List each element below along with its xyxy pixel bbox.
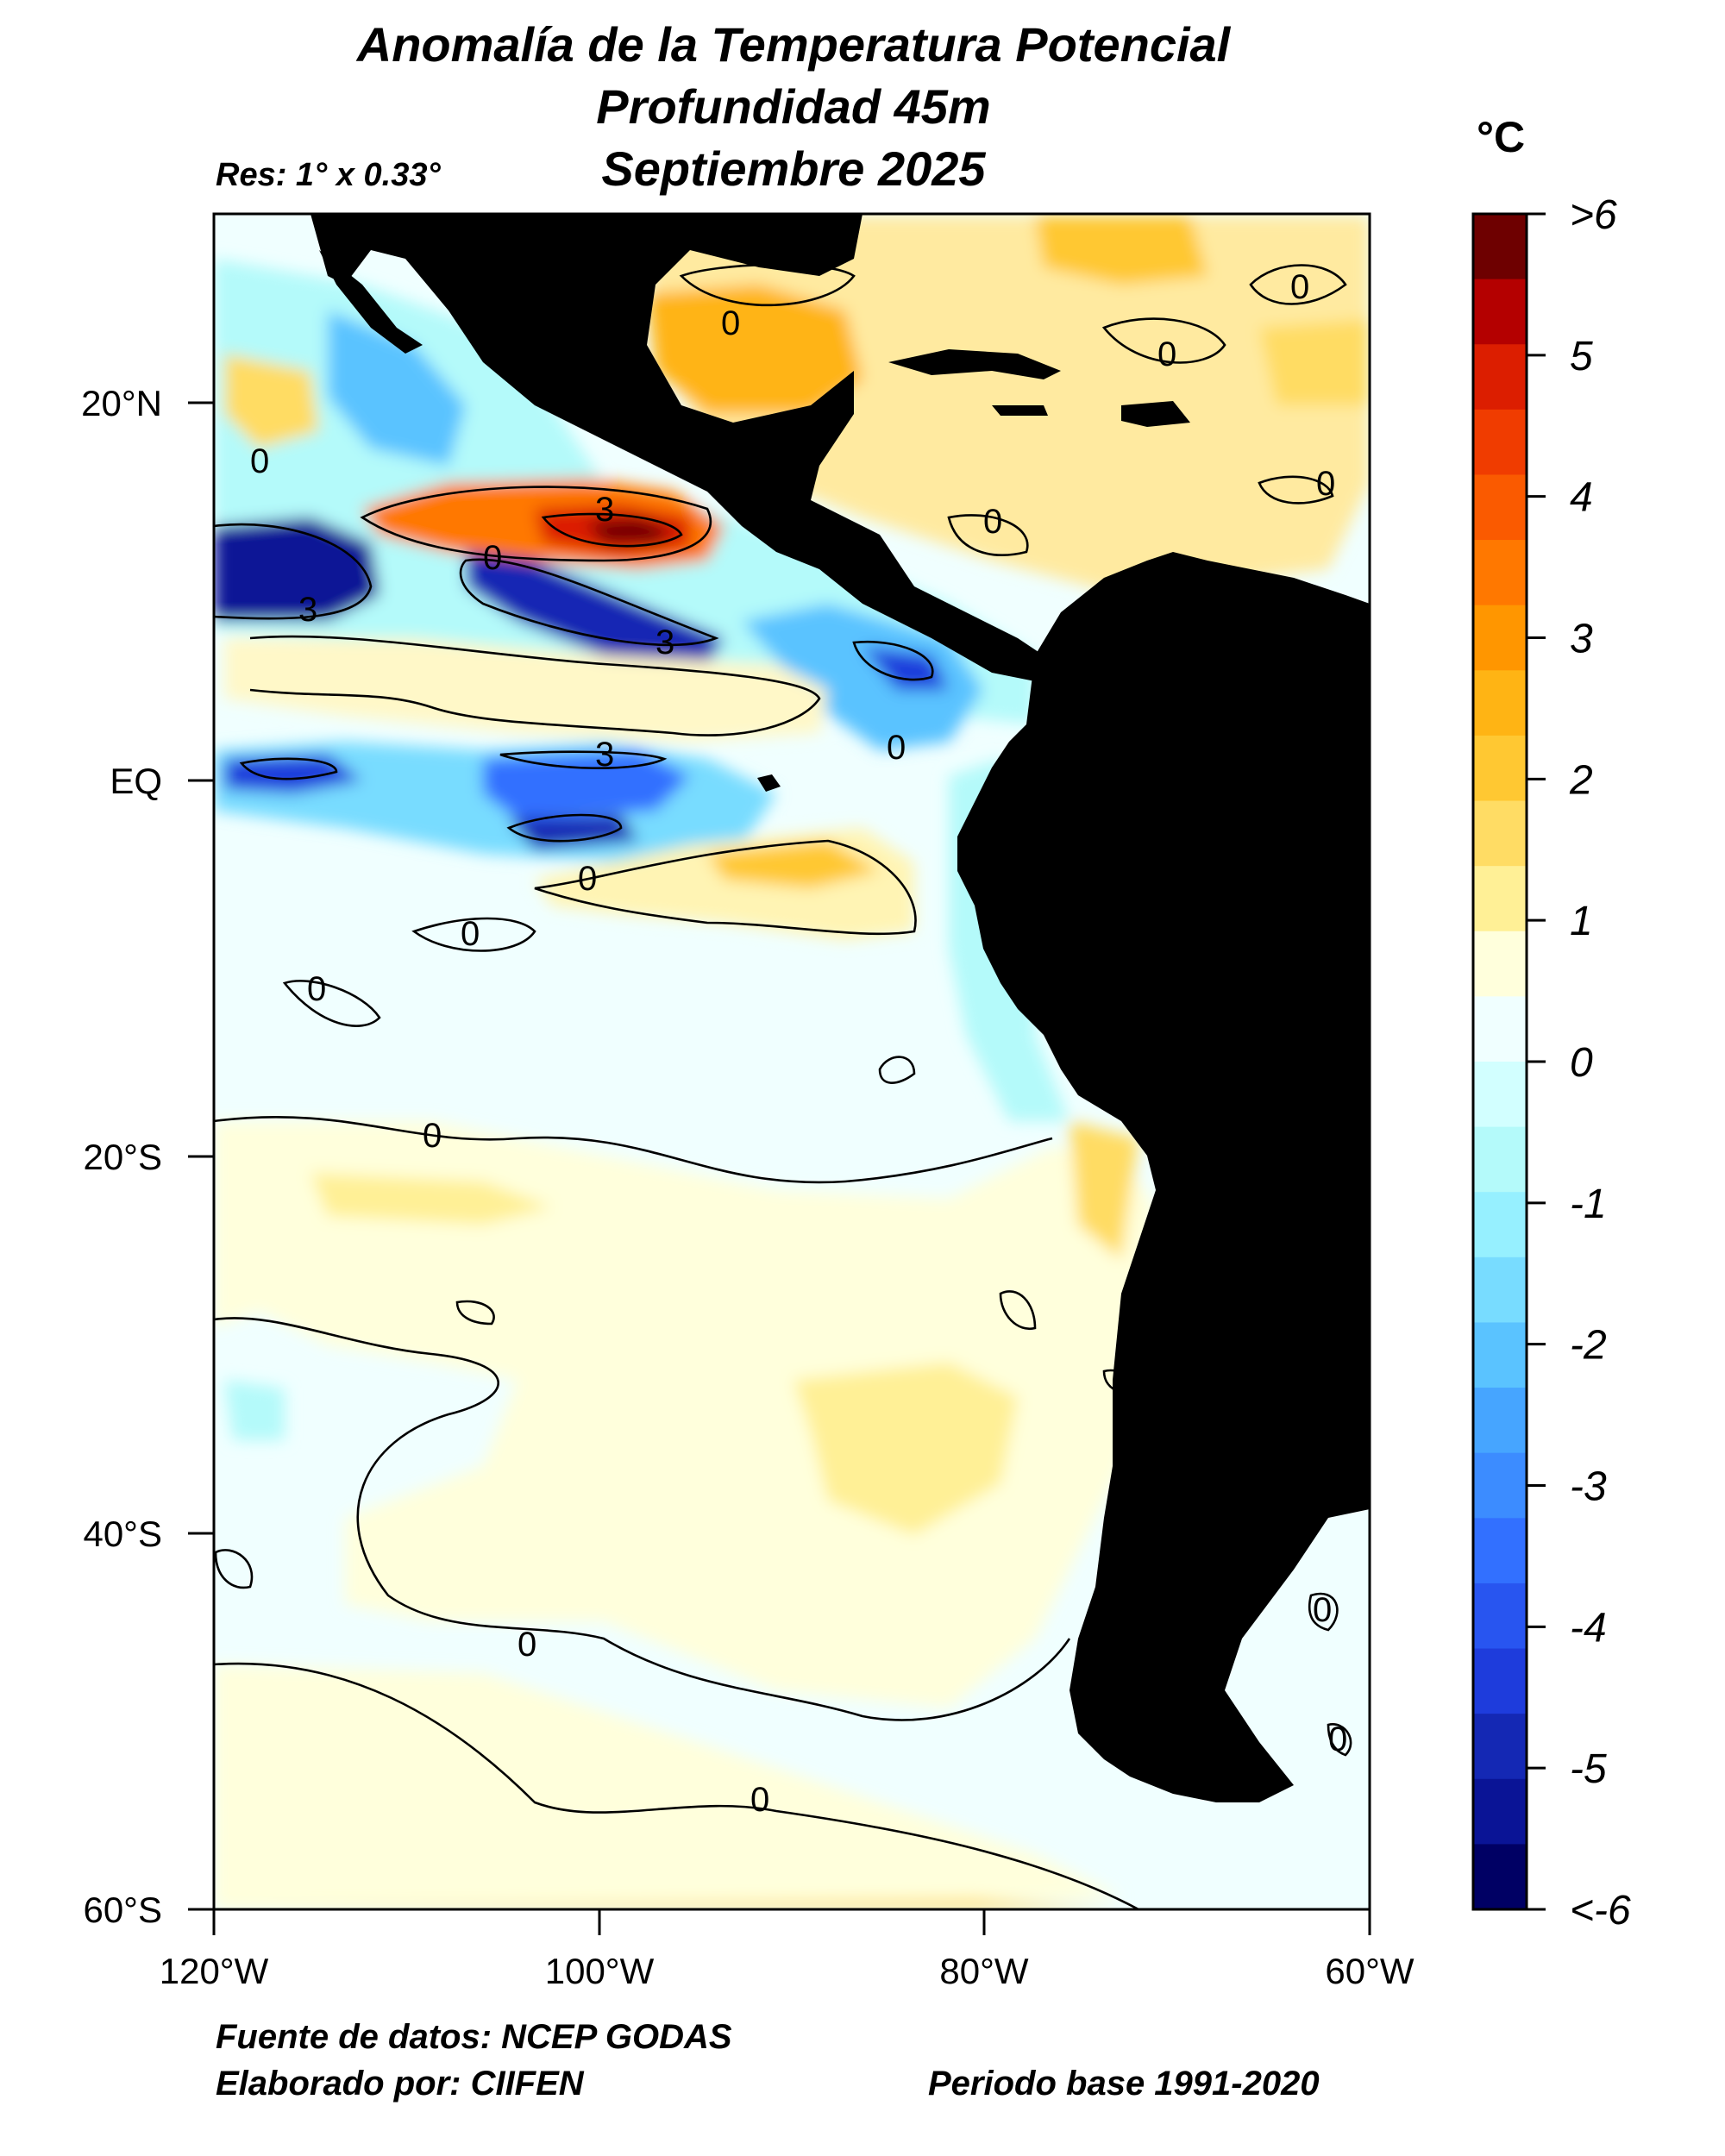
colorbar-swatch <box>1473 1648 1527 1714</box>
lat-tick-label: 40°S <box>83 1514 162 1554</box>
map-title-line2: Profundidad 45m <box>596 79 991 134</box>
colorbar-tick-label: 0 <box>1570 1040 1593 1086</box>
colorbar-swatch <box>1473 409 1527 475</box>
colorbar-unit: °C <box>1477 113 1526 161</box>
contour-label: 0 <box>518 1626 536 1664</box>
contour-label: 0 <box>461 915 480 953</box>
contour-labels: 0 0 0 0 0 0 0 0 0 0 0 0 0 0 3 3 3 3 3 0 … <box>250 268 1347 1819</box>
colorbar-swatch <box>1473 540 1527 606</box>
contour-label: 0 <box>578 860 597 898</box>
colorbar-swatch <box>1473 1518 1527 1584</box>
colorbar-tick-label: -3 <box>1570 1464 1607 1510</box>
base-period: Periodo base 1991-2020 <box>928 2065 1320 2103</box>
colorbar-swatch <box>1473 1714 1527 1780</box>
contour-label: 0 <box>887 729 906 767</box>
lon-tick-label: 60°W <box>1325 1951 1414 1991</box>
lat-axis <box>188 401 214 1911</box>
contour-label: 0 <box>721 304 740 342</box>
lon-tick-label: 120°W <box>160 1951 269 1991</box>
contour-label: 3 <box>595 491 614 529</box>
lat-tick-label: 20°S <box>83 1137 162 1177</box>
contour-label: 0 <box>307 970 326 1008</box>
contour-label: 0 <box>750 1781 769 1819</box>
contour-label: 0 <box>1316 465 1335 503</box>
colorbar-swatch <box>1473 996 1527 1062</box>
colorbar-swatch <box>1473 866 1527 932</box>
contour-label: 3 <box>298 591 317 629</box>
land-masses <box>310 214 1370 1802</box>
colorbar <box>1471 212 1546 1911</box>
lon-tick-label: 100°W <box>545 1951 655 1991</box>
map-title-line1: Anomalía de la Temperatura Potencial <box>356 17 1231 72</box>
contour-label: 0 <box>1328 1720 1347 1758</box>
data-source: Fuente de datos: NCEP GODAS <box>216 2018 732 2056</box>
contour-label: 3 <box>759 508 778 546</box>
colorbar-tick-label: 1 <box>1570 899 1593 944</box>
lat-tick-label: 60°S <box>83 1890 162 1930</box>
colorbar-swatch <box>1473 214 1527 280</box>
colorbar-tick-label: 4 <box>1570 475 1593 521</box>
colorbar-swatch <box>1473 1322 1527 1388</box>
colorbar-swatch <box>1473 1778 1527 1845</box>
colorbar-tick-label: 2 <box>1569 757 1593 803</box>
colorbar-swatch <box>1473 1583 1527 1650</box>
contour-label: 0 <box>1157 335 1176 373</box>
colorbar-tick-label: 5 <box>1570 334 1593 379</box>
contour-label: 0 <box>1313 1591 1332 1629</box>
colorbar-swatch <box>1473 1126 1527 1193</box>
colorbar-swatch <box>1473 605 1527 671</box>
contour-label: 0 <box>250 442 269 480</box>
resolution-note: Res: 1° x 0.33° <box>216 157 441 193</box>
lat-tick-label: EQ <box>110 761 162 801</box>
lon-axis <box>212 1909 1371 1935</box>
colorbar-tick-label: -5 <box>1570 1746 1607 1792</box>
colorbar-swatch <box>1473 279 1527 345</box>
colorbar-swatch <box>1473 1388 1527 1454</box>
contour-label: 0 <box>983 503 1002 541</box>
map-title-line3: Septiembre 2025 <box>601 141 986 196</box>
colorbar-swatch <box>1473 931 1527 997</box>
lon-tick-label: 80°W <box>939 1951 1029 1991</box>
contour-label: 3 <box>595 736 614 774</box>
colorbar-swatch <box>1473 1257 1527 1323</box>
colorbar-tick-label: -4 <box>1570 1605 1607 1651</box>
colorbar-swatch <box>1473 670 1527 736</box>
lat-tick-label: 20°N <box>81 383 162 423</box>
colorbar-swatch <box>1473 800 1527 867</box>
colorbar-swatch <box>1473 1062 1527 1128</box>
colorbar-swatch <box>1473 1192 1527 1258</box>
colorbar-tick-label: -2 <box>1570 1323 1607 1369</box>
contour-label: 0 <box>483 539 502 577</box>
colorbar-tick-label: 3 <box>1570 617 1593 662</box>
colorbar-swatch <box>1473 1844 1527 1910</box>
colorbar-swatch <box>1473 735 1527 802</box>
colorbar-tick-label: >6 <box>1570 192 1617 238</box>
colorbar-swatch <box>1473 474 1527 541</box>
contour-label: 3 <box>656 624 674 661</box>
colorbar-tick-label: <-6 <box>1570 1888 1631 1934</box>
colorbar-swatch <box>1473 1452 1527 1519</box>
author-credit: Elaborado por: CIIFEN <box>216 2065 584 2103</box>
colorbar-labels: >6 5 4 3 2 1 0 -1 -2 -3 -4 -5 <-6 <box>1569 192 1631 1934</box>
colorbar-swatch <box>1473 344 1527 411</box>
contour-label: 0 <box>1290 268 1309 306</box>
plot-frame <box>212 212 1371 1911</box>
contour-lines <box>214 263 1352 1909</box>
colorbar-tick-label: -1 <box>1570 1181 1607 1227</box>
contour-label: 0 <box>423 1117 442 1155</box>
